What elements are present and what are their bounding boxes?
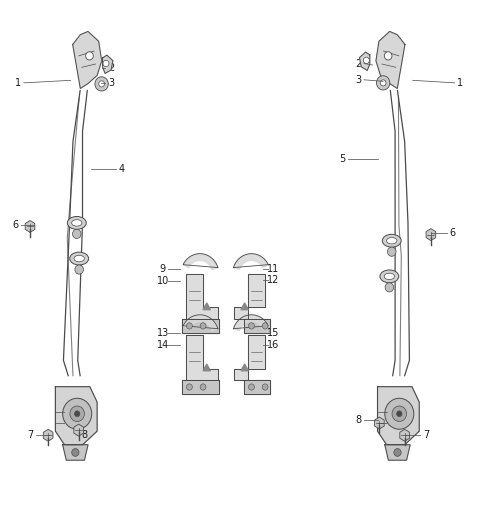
Polygon shape: [43, 429, 53, 441]
Text: 1: 1: [457, 78, 464, 88]
Circle shape: [95, 77, 108, 91]
Circle shape: [70, 406, 84, 421]
Circle shape: [394, 449, 401, 456]
Polygon shape: [244, 380, 270, 394]
Polygon shape: [241, 303, 248, 310]
Polygon shape: [376, 31, 405, 89]
Ellipse shape: [386, 238, 397, 244]
Circle shape: [74, 411, 80, 417]
Circle shape: [72, 449, 79, 456]
Circle shape: [200, 323, 206, 329]
Polygon shape: [244, 318, 270, 333]
Text: 13: 13: [156, 328, 169, 338]
Ellipse shape: [380, 270, 399, 283]
Polygon shape: [234, 335, 265, 380]
Text: 11: 11: [267, 264, 279, 274]
Text: 6: 6: [12, 221, 19, 230]
Text: 10: 10: [156, 276, 169, 286]
Ellipse shape: [70, 252, 89, 265]
Polygon shape: [233, 315, 268, 331]
Text: 15: 15: [267, 328, 279, 338]
Circle shape: [200, 384, 206, 390]
Ellipse shape: [384, 273, 395, 280]
Ellipse shape: [382, 234, 401, 247]
Polygon shape: [360, 52, 370, 71]
Text: 8: 8: [82, 430, 88, 440]
Circle shape: [396, 411, 402, 417]
Text: 2: 2: [355, 58, 361, 69]
Circle shape: [99, 81, 105, 87]
Circle shape: [376, 76, 390, 90]
Polygon shape: [400, 429, 409, 441]
Ellipse shape: [74, 255, 84, 262]
Circle shape: [72, 229, 81, 239]
Circle shape: [363, 57, 370, 63]
Polygon shape: [63, 445, 88, 460]
Text: 16: 16: [267, 340, 279, 350]
Polygon shape: [241, 364, 248, 371]
Text: 12: 12: [267, 275, 279, 286]
Circle shape: [385, 398, 414, 429]
Circle shape: [103, 60, 109, 67]
Circle shape: [85, 52, 93, 60]
Text: 3: 3: [108, 78, 114, 88]
Polygon shape: [426, 229, 436, 241]
Circle shape: [186, 323, 192, 329]
Polygon shape: [72, 31, 102, 89]
Circle shape: [75, 265, 84, 274]
Polygon shape: [203, 364, 210, 371]
Circle shape: [186, 384, 192, 390]
Polygon shape: [103, 55, 113, 74]
Text: 8: 8: [355, 415, 361, 425]
Polygon shape: [233, 253, 268, 270]
Polygon shape: [203, 303, 210, 310]
Circle shape: [262, 384, 268, 390]
Polygon shape: [25, 221, 35, 232]
Circle shape: [249, 384, 254, 390]
Polygon shape: [374, 417, 384, 429]
Circle shape: [262, 323, 268, 329]
Circle shape: [380, 80, 386, 86]
Polygon shape: [74, 424, 84, 436]
Polygon shape: [183, 253, 218, 270]
Text: 5: 5: [339, 154, 346, 164]
Circle shape: [63, 398, 92, 429]
Circle shape: [387, 247, 396, 257]
Polygon shape: [55, 387, 97, 445]
Circle shape: [392, 406, 407, 421]
Polygon shape: [186, 335, 218, 380]
Text: 4: 4: [119, 164, 125, 175]
Polygon shape: [182, 380, 219, 394]
Polygon shape: [385, 445, 410, 460]
Polygon shape: [182, 318, 219, 333]
Text: 1: 1: [15, 78, 21, 88]
Text: 3: 3: [355, 75, 361, 85]
Ellipse shape: [72, 220, 82, 226]
Polygon shape: [378, 387, 419, 445]
Text: 14: 14: [156, 340, 169, 350]
Text: 2: 2: [108, 62, 114, 73]
Ellipse shape: [67, 217, 86, 229]
Circle shape: [385, 283, 394, 292]
Text: 7: 7: [423, 430, 429, 440]
Text: 6: 6: [449, 228, 456, 238]
Polygon shape: [183, 315, 218, 331]
Polygon shape: [186, 274, 218, 318]
Text: 7: 7: [27, 430, 33, 440]
Circle shape: [384, 52, 392, 60]
Text: 9: 9: [160, 264, 166, 274]
Polygon shape: [234, 274, 265, 318]
Circle shape: [249, 323, 254, 329]
